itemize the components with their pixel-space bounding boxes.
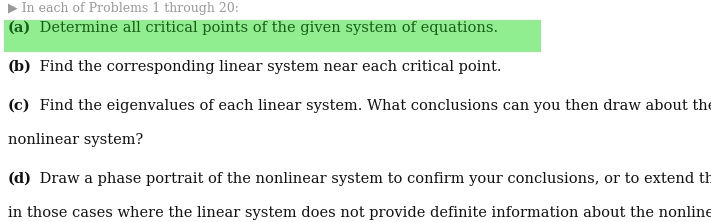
Text: (c): (c) <box>8 99 31 113</box>
Text: (d): (d) <box>8 172 32 186</box>
FancyBboxPatch shape <box>4 20 541 52</box>
Text: Determine all critical points of the given system of equations.: Determine all critical points of the giv… <box>35 21 498 35</box>
Text: ▶ In each of Problems 1 through 20:: ▶ In each of Problems 1 through 20: <box>8 2 239 15</box>
Text: nonlinear system?: nonlinear system? <box>8 133 143 147</box>
Text: Draw a phase portrait of the nonlinear system to confirm your conclusions, or to: Draw a phase portrait of the nonlinear s… <box>35 172 711 186</box>
Text: Find the corresponding linear system near each critical point.: Find the corresponding linear system nea… <box>35 60 501 74</box>
Text: (a): (a) <box>8 21 31 35</box>
Text: Find the eigenvalues of each linear system. What conclusions can you then draw a: Find the eigenvalues of each linear syst… <box>35 99 711 113</box>
Text: (b): (b) <box>8 60 32 74</box>
Text: in those cases where the linear system does not provide definite information abo: in those cases where the linear system d… <box>8 206 711 220</box>
